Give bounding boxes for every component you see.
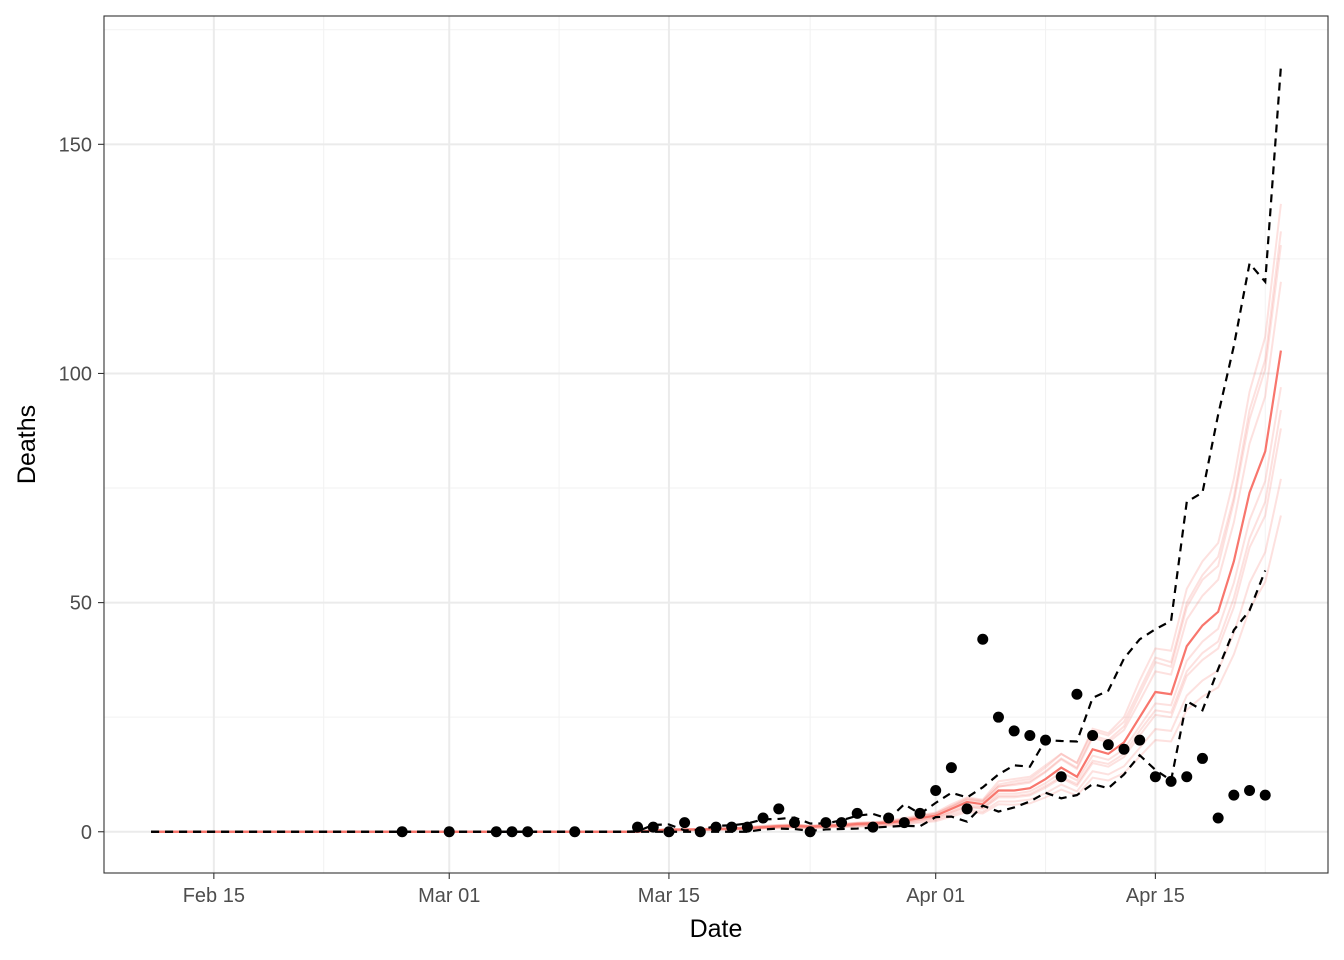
observed-point xyxy=(867,821,879,833)
observed-point xyxy=(883,812,895,824)
observed-point xyxy=(804,826,816,838)
observed-point xyxy=(788,817,800,829)
observed-point xyxy=(647,821,659,833)
y-tick-label: 50 xyxy=(70,593,92,615)
x-tick-label: Feb 15 xyxy=(183,885,245,907)
observed-point xyxy=(663,826,675,838)
observed-point xyxy=(1087,730,1099,742)
x-axis-title: Date xyxy=(690,915,743,943)
observed-point xyxy=(757,812,769,824)
y-axis: 0 50 100 150 xyxy=(59,134,104,844)
observed-point xyxy=(1165,775,1177,787)
observed-point xyxy=(898,817,910,829)
observed-point xyxy=(490,826,502,838)
observed-point xyxy=(1055,771,1067,783)
observed-point xyxy=(992,711,1004,723)
x-tick-label: Apr 15 xyxy=(1126,885,1185,907)
observed-point xyxy=(632,821,644,833)
observed-point xyxy=(726,821,738,833)
observed-point xyxy=(1212,812,1224,824)
observed-point xyxy=(961,803,973,815)
observed-point xyxy=(1024,730,1036,742)
observed-point xyxy=(506,826,518,838)
observed-point xyxy=(914,807,926,819)
observed-point xyxy=(977,633,989,645)
observed-point xyxy=(1244,785,1256,797)
x-tick-label: Mar 15 xyxy=(638,885,700,907)
y-tick-label: 150 xyxy=(59,134,92,156)
observed-point xyxy=(1102,739,1114,751)
observed-point xyxy=(1259,789,1271,801)
observed-deaths xyxy=(396,633,1271,838)
observed-point xyxy=(930,785,942,797)
observed-point xyxy=(1228,789,1240,801)
y-tick-label: 100 xyxy=(59,363,92,385)
observed-point xyxy=(710,821,722,833)
observed-point xyxy=(851,807,863,819)
observed-point xyxy=(569,826,581,838)
observed-point xyxy=(1008,725,1020,737)
x-tick-label: Mar 01 xyxy=(418,885,480,907)
observed-point xyxy=(1118,743,1130,755)
observed-point xyxy=(443,826,455,838)
observed-point xyxy=(1134,734,1146,746)
observed-point xyxy=(741,821,753,833)
observed-point xyxy=(522,826,534,838)
observed-point xyxy=(679,817,691,829)
y-tick-label: 0 xyxy=(81,822,92,844)
x-tick-label: Apr 01 xyxy=(906,885,965,907)
observed-point xyxy=(945,762,957,774)
observed-point xyxy=(1149,771,1161,783)
observed-point xyxy=(694,826,706,838)
y-axis-title: Deaths xyxy=(13,405,41,484)
x-axis: Feb 15 Mar 01 Mar 15 Apr 01 Apr 15 xyxy=(183,873,1185,907)
observed-point xyxy=(836,817,848,829)
lower-interval-line xyxy=(151,570,1267,833)
observed-point xyxy=(396,826,408,838)
observed-point xyxy=(773,803,785,815)
observed-point xyxy=(820,817,832,829)
panel-border xyxy=(103,15,1329,874)
observed-point xyxy=(1040,734,1052,746)
observed-point xyxy=(1071,688,1083,700)
observed-point xyxy=(1181,771,1193,783)
observed-point xyxy=(1196,752,1208,764)
